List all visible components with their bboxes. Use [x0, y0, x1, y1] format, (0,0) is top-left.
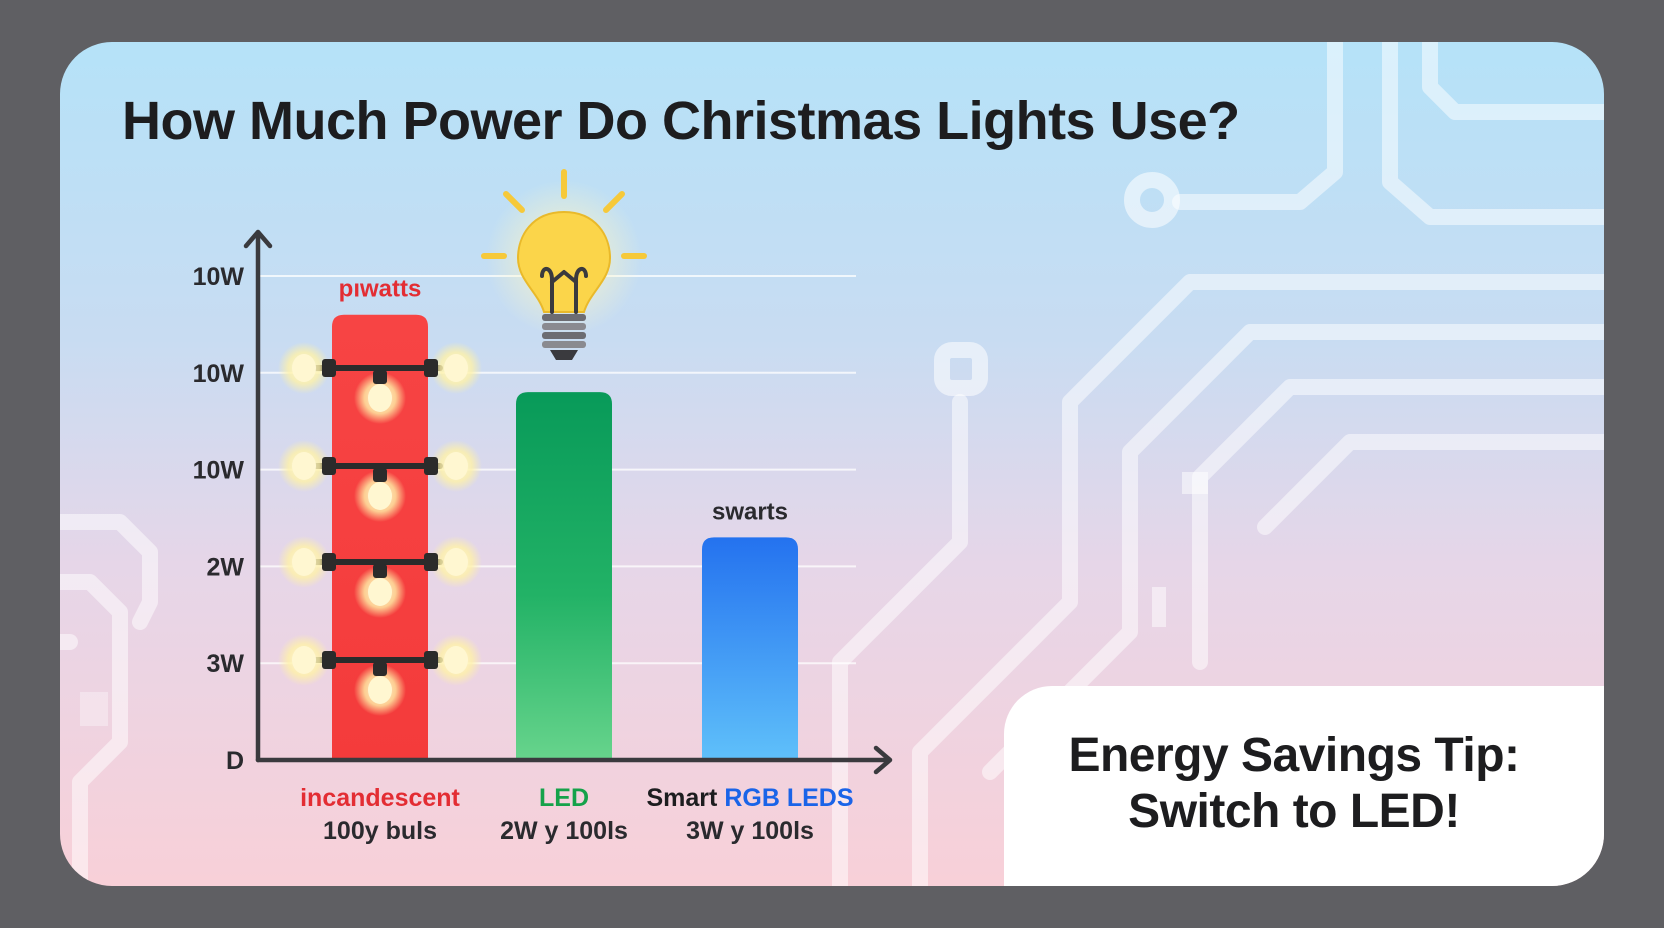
bar-smart-rgb-leds: [702, 537, 798, 760]
string-light-icon: [278, 634, 482, 716]
bar-incandescent: [332, 314, 428, 760]
category-label-name: incandescent: [300, 784, 460, 812]
category-label-name: RGB LEDS: [724, 784, 853, 812]
y-tick-label: 10W: [193, 263, 245, 291]
x-axis: [255, 745, 893, 775]
y-tick-label: 3W: [207, 650, 245, 678]
category-sublabel: 3W y 100ls: [686, 817, 814, 845]
category-label: Smart RGB LEDS: [647, 784, 854, 812]
y-tick-label: D: [226, 747, 244, 775]
category-label-prefix: Smart: [647, 784, 725, 812]
page-title: How Much Power Do Christmas Lights Use?: [122, 91, 1240, 151]
category-sublabel: 100y buls: [323, 817, 437, 845]
y-tick-label: 10W: [193, 457, 245, 485]
decorations: [278, 169, 647, 716]
bar-led: [516, 392, 612, 760]
axes: [243, 229, 893, 775]
category-sublabel: 2W y 100ls: [500, 817, 628, 845]
y-axis: [243, 229, 273, 763]
labels: D 3W 2W 10W 10W 10W pıwatts incandescent 100y bu…: [193, 263, 854, 845]
energy-tip-line-1: Energy Savings Tip:: [1068, 729, 1520, 782]
circuit-background: [60, 42, 1604, 886]
energy-tip-line-2: Switch to LED!: [1128, 784, 1460, 838]
value-label: swarts: [712, 498, 788, 525]
category-label: incandescent: [300, 784, 460, 812]
energy-tip-text: Energy Savings Tip: Switch to LED!: [1054, 728, 1534, 839]
value-label: pıwatts: [339, 276, 422, 303]
category-label-name: LED: [539, 784, 589, 812]
string-light-icon: [278, 342, 482, 424]
bars: [332, 314, 798, 760]
string-light-icon: [278, 536, 482, 618]
y-tick-label: 2W: [207, 553, 245, 581]
energy-tip-panel: Energy Savings Tip: Switch to LED!: [1004, 686, 1604, 886]
y-tick-label: 10W: [193, 360, 245, 388]
string-light-icon: [278, 440, 482, 522]
category-label: LED: [539, 784, 589, 812]
light-bulb-icon: [481, 169, 647, 360]
